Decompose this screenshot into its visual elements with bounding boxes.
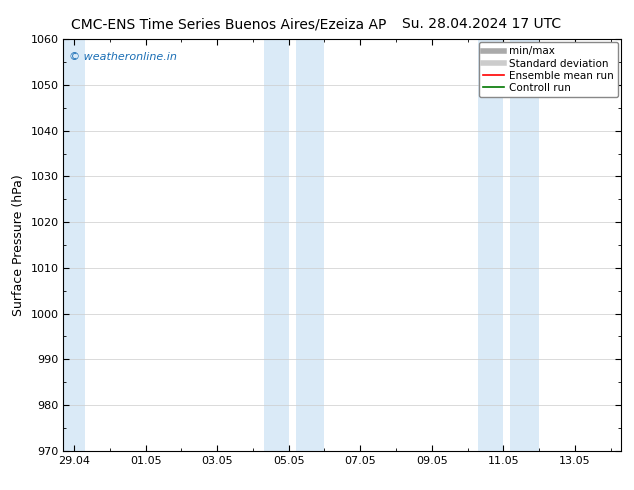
Text: © weatheronline.in: © weatheronline.in [69, 51, 177, 62]
Bar [63, 39, 85, 451]
Bar [510, 39, 539, 451]
Legend: min/max, Standard deviation, Ensemble mean run, Controll run: min/max, Standard deviation, Ensemble me… [479, 42, 618, 97]
Text: CMC-ENS Time Series Buenos Aires/Ezeiza AP: CMC-ENS Time Series Buenos Aires/Ezeiza … [70, 17, 386, 31]
Bar [296, 39, 325, 451]
Bar [264, 39, 288, 451]
Y-axis label: Surface Pressure (hPa): Surface Pressure (hPa) [12, 174, 25, 316]
Text: Su. 28.04.2024 17 UTC: Su. 28.04.2024 17 UTC [403, 17, 561, 31]
Bar [478, 39, 503, 451]
